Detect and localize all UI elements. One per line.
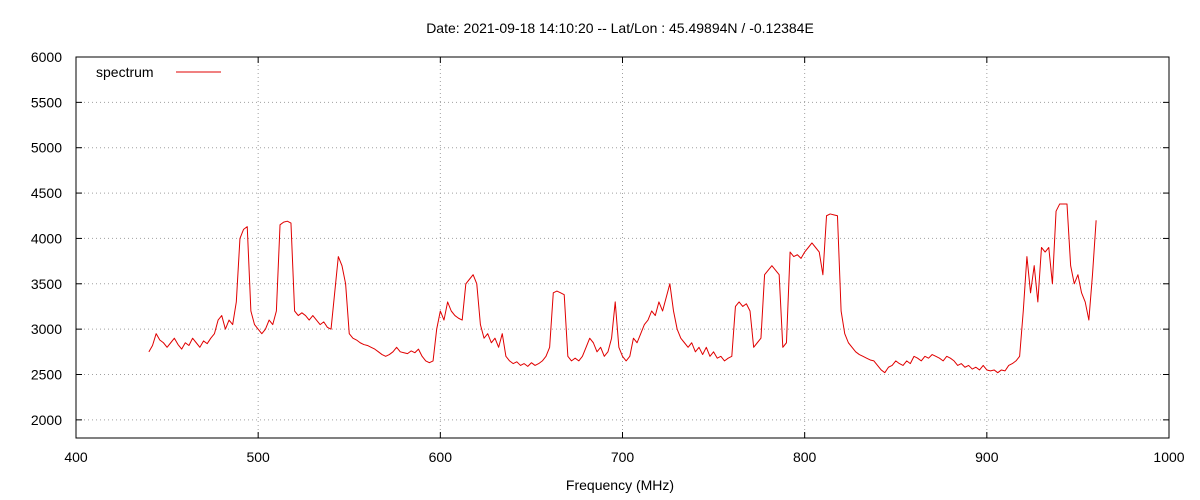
y-tick-label: 3500 <box>31 276 62 292</box>
legend-label-spectrum: spectrum <box>96 64 154 80</box>
x-tick-label: 500 <box>246 449 270 465</box>
legend: spectrum <box>96 64 221 80</box>
y-tick-label: 3000 <box>31 321 62 337</box>
plot-frame <box>75 56 1170 439</box>
y-tick-label: 5500 <box>31 94 62 110</box>
series-line-spectrum <box>148 203 1097 374</box>
x-tick-label: 800 <box>793 449 817 465</box>
y-tick-label: 6000 <box>31 49 62 65</box>
x-axis-label: Frequency (MHz) <box>566 477 674 493</box>
y-tick-label: 5000 <box>31 140 62 156</box>
grid-lines <box>76 57 1169 438</box>
y-tick-label: 2500 <box>31 367 62 383</box>
x-tick-label: 700 <box>611 449 635 465</box>
y-tick-label: 4500 <box>31 185 62 201</box>
x-tick-label: 400 <box>64 449 88 465</box>
x-tick-label: 600 <box>429 449 453 465</box>
y-tick-label: 2000 <box>31 412 62 428</box>
x-tick-label: 900 <box>975 449 999 465</box>
axis-ticks: 400 500 600 700 800 900 1000 2000 2500 3000 3500 40… <box>31 49 1185 465</box>
y-tick-label: 4000 <box>31 230 62 246</box>
series-layer <box>148 203 1097 374</box>
chart-title: Date: 2021-09-18 14:10:20 -- Lat/Lon : 4… <box>426 20 814 36</box>
x-tick-label: 1000 <box>1153 449 1184 465</box>
